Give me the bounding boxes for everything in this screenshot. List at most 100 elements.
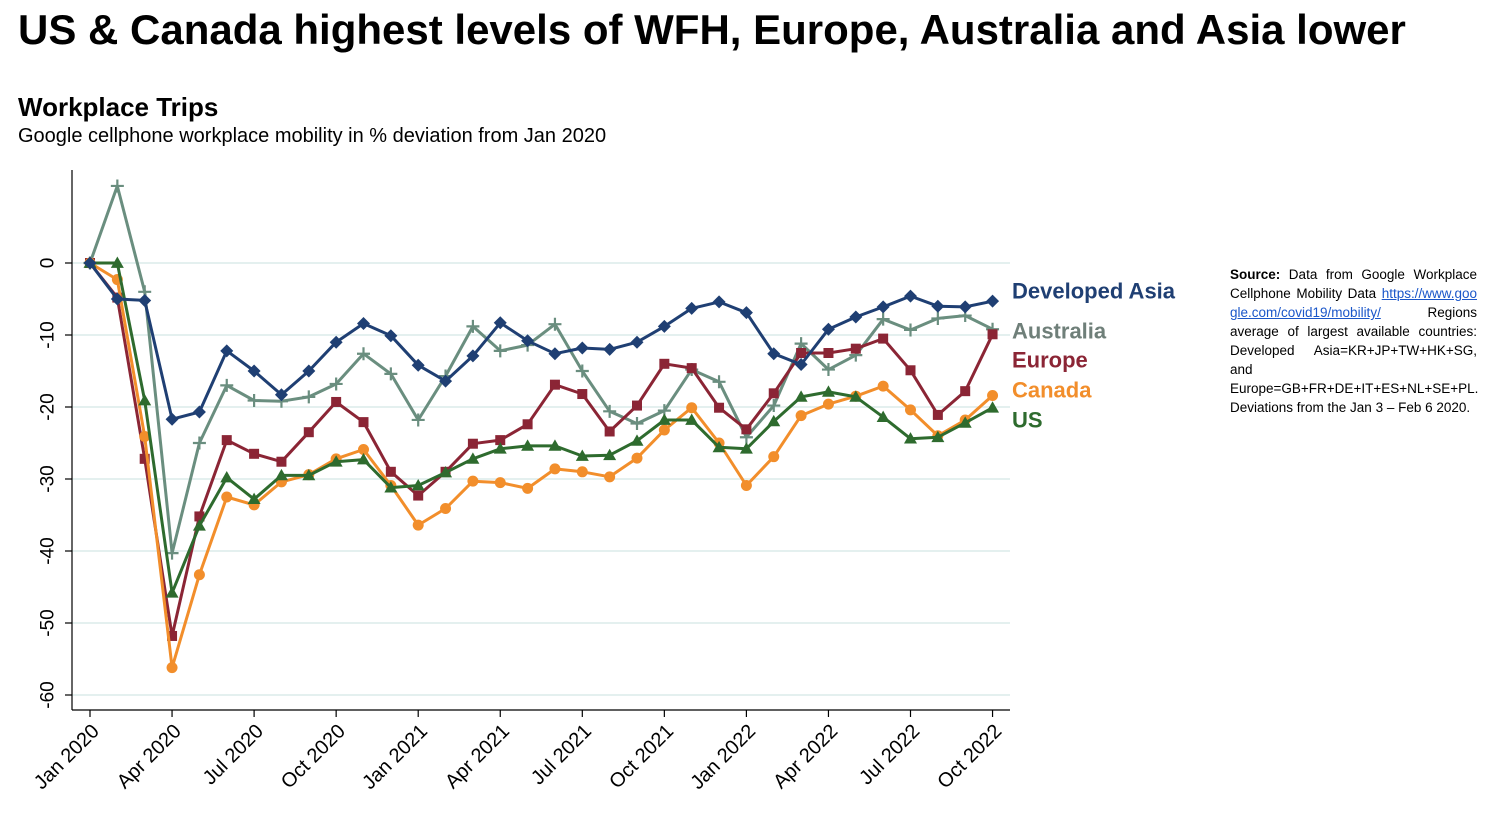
point-developed-asia (904, 289, 917, 303)
y-tick-label: -20 (38, 393, 59, 420)
x-tick-label: Jul 2022 (855, 720, 924, 789)
point-australia (712, 375, 726, 389)
y-tick-label: -30 (38, 465, 59, 492)
point-canada (987, 389, 999, 401)
point-developed-asia (439, 374, 453, 388)
point-developed-asia (739, 306, 753, 320)
point-developed-asia (548, 347, 562, 361)
chart-subtitle: Google cellphone workplace mobility in %… (18, 125, 607, 147)
point-us (657, 413, 671, 425)
point-us (712, 440, 726, 453)
point-australia (247, 394, 261, 408)
x-tick-label: Oct 2020 (277, 720, 350, 793)
point-canada (549, 463, 561, 475)
point-developed-asia (329, 335, 343, 349)
point-us (302, 468, 316, 481)
point-developed-asia (986, 294, 1000, 308)
point-europe (686, 363, 697, 374)
source-notes: Regions average of largest available cou… (1230, 305, 1479, 415)
point-developed-asia (794, 358, 808, 372)
point-us (411, 478, 425, 491)
point-australia (302, 390, 316, 404)
point-canada (740, 479, 752, 491)
point-developed-asia (220, 344, 234, 358)
point-europe (577, 389, 588, 400)
point-europe (221, 435, 232, 446)
point-australia (876, 312, 890, 326)
series-line-europe (88, 262, 994, 638)
point-australia (548, 317, 562, 331)
point-us (493, 442, 507, 454)
point-australia (821, 363, 835, 377)
point-canada (877, 380, 889, 392)
point-developed-asia (466, 349, 480, 363)
source-label: Source: (1230, 267, 1281, 282)
point-australia (384, 367, 398, 381)
point-europe (768, 388, 779, 399)
point-us (165, 586, 179, 598)
point-us (329, 455, 343, 467)
point-developed-asia (575, 341, 589, 355)
x-tick-label: Jan 2021 (358, 720, 432, 794)
point-europe (604, 426, 615, 437)
point-developed-asia (357, 316, 370, 330)
point-europe (796, 348, 807, 358)
point-us (439, 466, 453, 478)
point-europe (522, 419, 533, 430)
point-europe (905, 365, 916, 376)
point-europe (194, 511, 205, 522)
point-europe (139, 453, 150, 464)
chart-title: Workplace Trips (18, 92, 219, 122)
point-us (603, 448, 617, 461)
x-tick-label: Jan 2020 (30, 720, 104, 794)
point-europe (632, 400, 642, 411)
point-australia (192, 436, 206, 450)
point-europe (932, 409, 943, 420)
x-tick-label: Oct 2022 (933, 720, 1006, 793)
point-us (110, 256, 124, 268)
point-developed-asia (493, 316, 507, 330)
point-europe (741, 424, 752, 435)
point-canada (440, 503, 452, 515)
y-tick-label: -60 (38, 681, 59, 708)
point-us (958, 416, 972, 428)
point-canada (412, 519, 424, 531)
point-us (794, 390, 808, 402)
point-australia (603, 404, 617, 418)
point-europe (878, 333, 889, 344)
point-australia (220, 378, 234, 392)
point-developed-asia (657, 319, 671, 333)
point-europe (249, 448, 260, 459)
point-australia (357, 347, 370, 361)
point-europe (987, 329, 998, 340)
point-canada (467, 475, 479, 487)
point-australia (411, 413, 425, 427)
point-australia (329, 377, 343, 391)
point-developed-asia (821, 322, 835, 336)
point-canada (822, 398, 834, 410)
x-tick-label: Jan 2022 (686, 720, 760, 794)
point-australia (466, 319, 480, 333)
point-developed-asia (521, 334, 535, 348)
point-canada (768, 451, 780, 463)
point-us (767, 414, 781, 427)
point-australia (630, 417, 644, 431)
point-europe (495, 435, 506, 446)
point-europe (549, 379, 560, 390)
source-text: Data from Google Workplace Cellphone Mob… (1230, 267, 1477, 301)
x-tick-label: Oct 2021 (605, 720, 678, 793)
point-us (192, 519, 206, 531)
legend-label-canada: Canada (1012, 378, 1092, 403)
point-developed-asia (192, 405, 206, 419)
legend-label-europe: Europe (1012, 348, 1088, 373)
source-link[interactable]: https://www.google.com/covid19/mobility/ (1230, 286, 1477, 320)
point-australia (767, 399, 781, 413)
point-developed-asia (767, 347, 781, 361)
point-canada (631, 452, 643, 464)
point-us (521, 439, 535, 451)
legend-label-us: US (1012, 408, 1043, 433)
point-developed-asia (603, 342, 617, 356)
point-us (986, 401, 1000, 413)
point-europe (358, 417, 369, 428)
